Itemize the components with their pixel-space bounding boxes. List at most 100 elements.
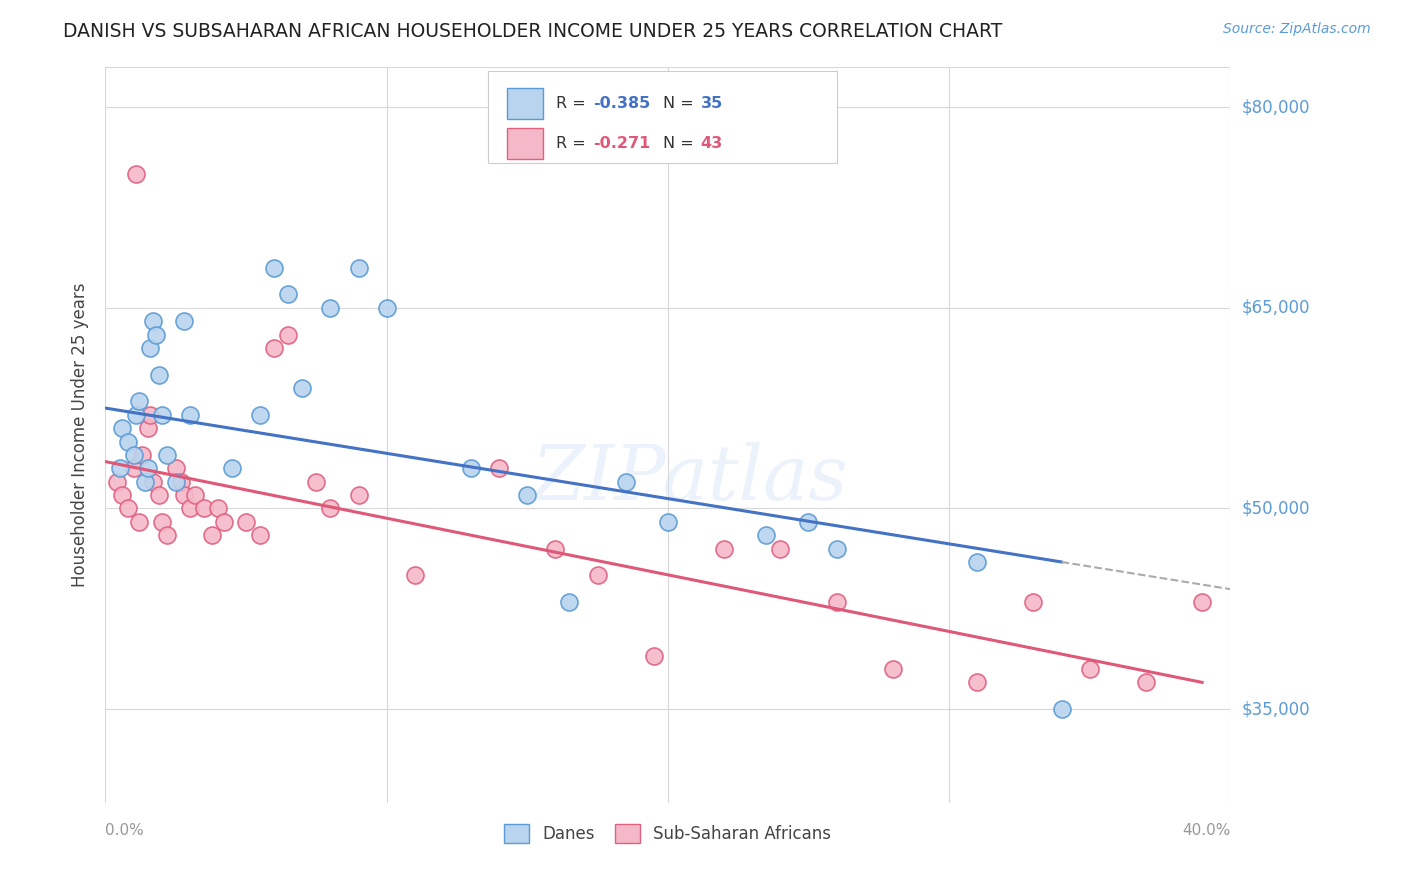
Point <box>212 515 235 529</box>
Text: 40.0%: 40.0% <box>1182 823 1230 838</box>
Point <box>150 515 173 529</box>
Text: $35,000: $35,000 <box>1241 700 1310 718</box>
Point <box>1022 595 1045 609</box>
Point <box>165 475 187 489</box>
Point <box>179 408 201 422</box>
Point <box>558 595 581 609</box>
FancyBboxPatch shape <box>508 88 543 120</box>
Point <box>1135 675 1157 690</box>
Point <box>263 260 285 275</box>
Text: N =: N = <box>664 96 699 112</box>
Point <box>125 167 148 181</box>
Point <box>966 555 988 569</box>
Point <box>207 501 229 516</box>
Point <box>291 381 314 395</box>
Text: -0.385: -0.385 <box>593 96 651 112</box>
Point <box>1078 662 1101 676</box>
Point <box>128 515 150 529</box>
Point <box>170 475 193 489</box>
Point <box>165 461 187 475</box>
Point <box>797 515 820 529</box>
Point <box>139 408 162 422</box>
Point <box>184 488 207 502</box>
Point <box>460 461 482 475</box>
Text: ZIPatlas: ZIPatlas <box>531 442 849 516</box>
Point <box>111 488 134 502</box>
Point <box>614 475 637 489</box>
Text: 43: 43 <box>700 136 723 151</box>
Text: $65,000: $65,000 <box>1241 299 1310 317</box>
Text: $50,000: $50,000 <box>1241 500 1310 517</box>
Point <box>1050 702 1073 716</box>
Point <box>347 488 370 502</box>
Text: -0.271: -0.271 <box>593 136 651 151</box>
Point <box>249 408 271 422</box>
FancyBboxPatch shape <box>508 128 543 159</box>
Point <box>713 541 735 556</box>
Point <box>966 675 988 690</box>
Point <box>148 368 170 382</box>
Point <box>755 528 778 542</box>
Point <box>145 327 167 342</box>
Y-axis label: Householder Income Under 25 years: Householder Income Under 25 years <box>70 283 89 587</box>
Point <box>825 541 848 556</box>
Point <box>221 461 243 475</box>
Point <box>319 501 342 516</box>
Point <box>516 488 538 502</box>
Legend: Danes, Sub-Saharan Africans: Danes, Sub-Saharan Africans <box>498 817 838 850</box>
Text: Source: ZipAtlas.com: Source: ZipAtlas.com <box>1223 22 1371 37</box>
Point <box>586 568 609 582</box>
Point <box>150 408 173 422</box>
Point <box>657 515 679 529</box>
Point <box>142 314 165 328</box>
Point <box>319 301 342 315</box>
Point <box>193 501 215 516</box>
Point <box>156 448 179 462</box>
Point <box>769 541 792 556</box>
Point <box>249 528 271 542</box>
Point <box>128 394 150 409</box>
Point <box>136 421 159 435</box>
Point <box>148 488 170 502</box>
Point <box>125 408 148 422</box>
Text: DANISH VS SUBSAHARAN AFRICAN HOUSEHOLDER INCOME UNDER 25 YEARS CORRELATION CHART: DANISH VS SUBSAHARAN AFRICAN HOUSEHOLDER… <box>63 22 1002 41</box>
Point <box>179 501 201 516</box>
Point <box>111 421 134 435</box>
Point <box>108 461 131 475</box>
Point <box>142 475 165 489</box>
Point <box>263 341 285 355</box>
FancyBboxPatch shape <box>488 70 837 162</box>
Point <box>105 475 128 489</box>
Point <box>643 648 665 663</box>
Text: R =: R = <box>557 136 592 151</box>
Text: N =: N = <box>664 136 699 151</box>
Point <box>136 461 159 475</box>
Point <box>131 448 153 462</box>
Point <box>305 475 328 489</box>
Point <box>235 515 257 529</box>
Point <box>277 327 299 342</box>
Point <box>156 528 179 542</box>
Point <box>544 541 567 556</box>
Point <box>117 501 139 516</box>
Point <box>139 341 162 355</box>
Point <box>882 662 904 676</box>
Point <box>488 461 510 475</box>
Point <box>117 434 139 449</box>
Text: R =: R = <box>557 96 592 112</box>
Point <box>347 260 370 275</box>
Point <box>134 475 156 489</box>
Point <box>201 528 224 542</box>
Point <box>122 461 145 475</box>
Text: 0.0%: 0.0% <box>105 823 145 838</box>
Text: 35: 35 <box>700 96 723 112</box>
Point <box>825 595 848 609</box>
Point <box>404 568 426 582</box>
Text: $80,000: $80,000 <box>1241 98 1310 116</box>
Point <box>122 448 145 462</box>
Point <box>277 287 299 301</box>
Point <box>173 314 195 328</box>
Point <box>1191 595 1213 609</box>
Point <box>375 301 398 315</box>
Point <box>173 488 195 502</box>
